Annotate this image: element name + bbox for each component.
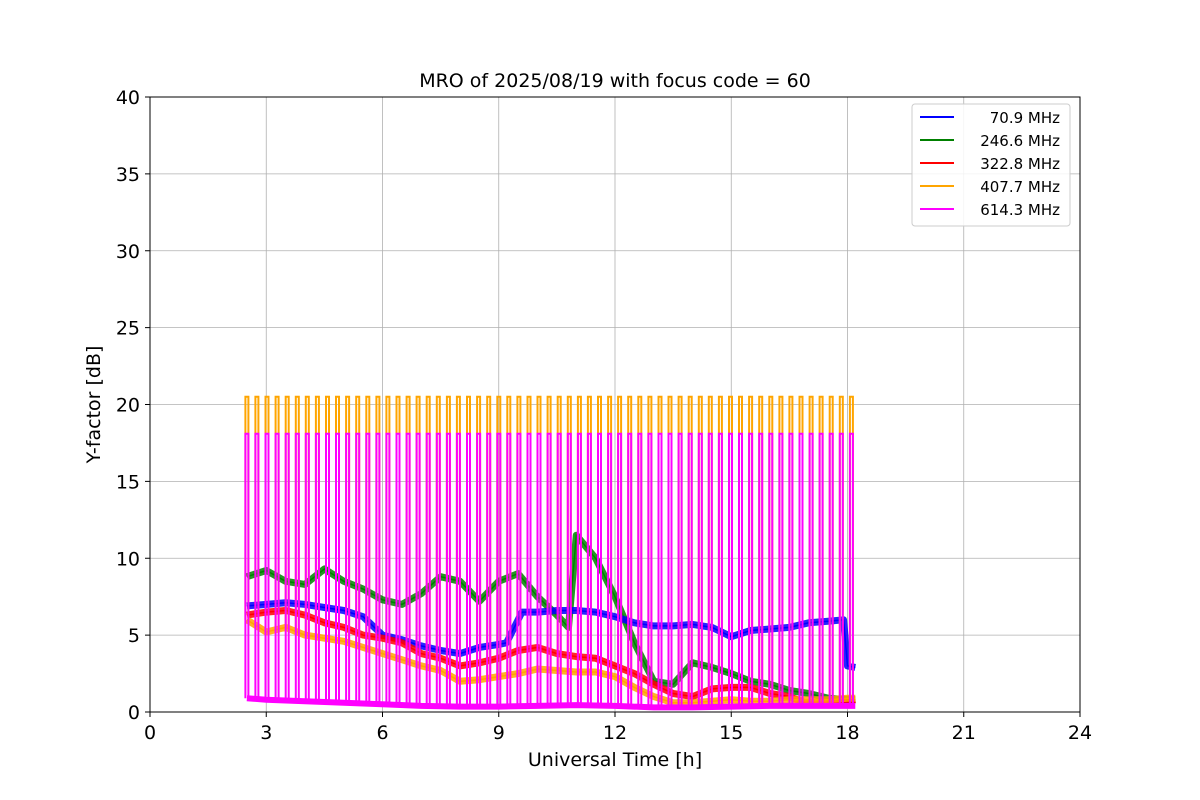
pulse-614-3 — [768, 432, 774, 706]
pulse-614-3 — [455, 432, 461, 707]
y-tick-label: 10 — [116, 548, 140, 570]
x-tick-label: 15 — [719, 722, 743, 744]
pulse-614-3 — [687, 432, 693, 708]
series-layer — [244, 395, 856, 711]
pulse-614-3 — [415, 432, 421, 706]
pulse-614-3 — [284, 432, 290, 701]
pulse-614-3 — [445, 432, 451, 707]
pulse-614-3 — [395, 432, 401, 705]
legend-label-709: 70.9 MHz — [990, 109, 1060, 127]
pulse-614-3 — [607, 432, 613, 706]
chart-title: MRO of 2025/08/19 with focus code = 60 — [419, 70, 811, 92]
pulse-614-3 — [516, 432, 522, 707]
y-tick-label: 5 — [128, 625, 140, 647]
pulse-614-3 — [828, 432, 834, 706]
pulse-614-3 — [304, 432, 310, 702]
pulse-614-3 — [566, 432, 572, 706]
x-tick-label: 3 — [260, 722, 272, 744]
pulse-614-3 — [798, 432, 804, 706]
pulse-614-3 — [808, 432, 814, 706]
x-tick-label: 21 — [952, 722, 976, 744]
legend-label-4077: 407.7 MHz — [980, 178, 1060, 196]
pulse-614-3 — [345, 432, 351, 703]
y-tick-label: 35 — [116, 164, 140, 186]
x-tick-label: 0 — [144, 722, 156, 744]
pulse-614-3 — [335, 432, 340, 703]
pulse-614-3 — [597, 432, 602, 706]
x-tick-label: 9 — [493, 722, 505, 744]
pulse-614-3 — [838, 432, 844, 706]
x-tick-label: 12 — [603, 722, 627, 744]
pulse-614-3 — [325, 432, 330, 703]
y-tick-label: 15 — [116, 471, 140, 493]
y-tick-label: 0 — [128, 702, 140, 724]
pulse-614-3 — [667, 432, 673, 708]
x-axis-label: Universal Time [h] — [528, 749, 702, 771]
pulse-614-3 — [264, 432, 270, 700]
pulse-614-3 — [466, 432, 471, 707]
pulse-614-3 — [506, 432, 512, 707]
pulse-614-3 — [526, 432, 532, 706]
x-tick-label: 24 — [1068, 722, 1092, 744]
pulse-614-3 — [637, 432, 643, 707]
pulse-614-3 — [355, 432, 361, 704]
pulse-614-3 — [778, 432, 784, 706]
pulse-614-3 — [476, 432, 482, 707]
pulse-614-3 — [254, 432, 260, 699]
pulse-614-3 — [617, 432, 623, 706]
pulse-614-3 — [657, 432, 663, 708]
pulse-614-3 — [425, 432, 431, 706]
pulse-614-3 — [365, 432, 371, 704]
pulse-614-3 — [818, 432, 824, 706]
pulse-614-3 — [556, 432, 562, 706]
pulse-614-3 — [738, 432, 743, 707]
legend-box — [911, 103, 1071, 227]
pulse-614-3 — [486, 432, 492, 707]
x-tick-label: 18 — [835, 722, 859, 744]
pulse-614-3 — [677, 432, 683, 708]
pulse-614-3 — [748, 432, 754, 707]
pulse-614-3 — [717, 432, 723, 707]
y-axis-label: Y-factor [dB] — [83, 346, 105, 465]
pulse-614-3 — [244, 432, 250, 699]
series-line-2466 — [246, 533, 856, 701]
legend-label-3228: 322.8 MHz — [980, 155, 1060, 173]
pulse-614-3 — [435, 432, 441, 707]
pulse-614-3 — [758, 432, 764, 706]
pulse-614-3 — [314, 432, 320, 702]
pulse-614-3 — [586, 432, 592, 706]
pulse-614-3 — [647, 432, 653, 708]
pulse-614-3 — [536, 432, 542, 706]
y-tick-label: 40 — [116, 87, 140, 109]
pulse-614-3 — [294, 432, 300, 701]
legend: 70.9 MHz 246.6 MHz 322.8 MHz 407.7 MHz 614.3… — [911, 103, 1071, 227]
pulse-614-3 — [496, 432, 502, 707]
pulse-614-3 — [576, 432, 582, 706]
x-tick-label: 6 — [376, 722, 388, 744]
y-tick-label: 30 — [116, 241, 140, 263]
y-tick-label: 20 — [116, 395, 140, 417]
pulse-614-3 — [697, 432, 703, 708]
axes: 0 3 6 9 12 15 18 21 24 0 5 10 15 20 25 30 35 40 — [116, 87, 1092, 744]
pulse-614-3 — [274, 432, 280, 701]
pulse-614-3 — [385, 432, 391, 705]
pulse-614-3 — [848, 432, 854, 706]
pulse-614-3 — [375, 432, 381, 705]
legend-label-2466: 246.6 MHz — [980, 132, 1060, 150]
pulse-614-3 — [707, 432, 713, 707]
y-tick-label: 25 — [116, 318, 140, 340]
legend-label-6143: 614.3 MHz — [980, 201, 1060, 219]
series-band-6143 — [246, 695, 856, 711]
pulse-614-3 — [546, 432, 552, 706]
pulse-614-3 — [405, 432, 411, 706]
pulse-614-3 — [788, 432, 794, 706]
pulse-614-3 — [728, 432, 733, 707]
pulse-614-3 — [627, 432, 633, 707]
